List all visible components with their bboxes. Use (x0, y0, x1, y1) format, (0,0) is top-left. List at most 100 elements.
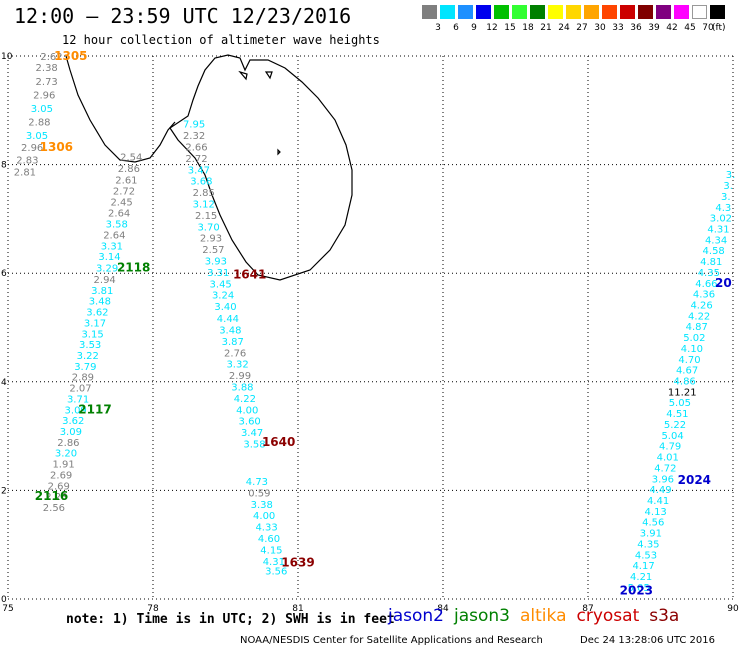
color-swatch-label: 33 (612, 23, 624, 33)
coast-island-1 (238, 70, 248, 81)
wave-height-value: 2.62 (40, 52, 62, 63)
wave-height-value: 4.58 (703, 246, 725, 257)
pass-time-label: 2116 (35, 489, 68, 503)
latitude-tick-label: 6 (1, 269, 7, 279)
wave-height-value: 2.72 (185, 154, 207, 165)
latitude-tick-label: 2 (1, 486, 7, 496)
map-subtitle: 12 hour collection of altimeter wave hei… (62, 33, 380, 47)
longitude-tick-label: 75 (2, 604, 13, 614)
wave-height-value: 2.45 (110, 197, 132, 208)
wave-height-value: 2.38 (36, 63, 58, 74)
color-swatch-label: 24 (558, 23, 570, 33)
wave-height-value: 2.96 (21, 143, 43, 154)
wave-height-value: 4.00 (253, 511, 275, 522)
wave-height-value: 2.61 (115, 176, 137, 187)
legend-mission-jason3: jason3 (454, 606, 510, 626)
wave-height-value: 2.57 (202, 245, 224, 256)
color-scale-unit: (ft) (712, 23, 726, 33)
wave-height-value: 2.64 (108, 209, 130, 220)
wave-height-value: 3.05 (31, 104, 53, 115)
wave-height-value: 5.22 (664, 420, 686, 431)
wave-height-value: 4.53 (635, 550, 657, 561)
wave-height-value: 2.07 (69, 384, 91, 395)
wave-height-value: 1.91 (52, 460, 74, 471)
wave-height-value: 4.01 (657, 453, 679, 464)
wave-height-value: 2.89 (72, 373, 94, 384)
wave-height-value: 3.91 (640, 529, 662, 540)
color-swatch-label: 70 (702, 23, 714, 33)
india-southern-tip-coast (65, 55, 176, 163)
wave-height-value: 3.62 (86, 308, 108, 319)
wave-height-value: 4.13 (645, 507, 667, 518)
wave-height-value: 4.35 (637, 539, 659, 550)
lat-lon-grid (7, 55, 734, 600)
wave-height-value: 3.02 (710, 214, 732, 225)
wave-height-value: 5.05 (628, 583, 650, 594)
wave-height-value: 2.85 (193, 188, 215, 199)
wave-height-value: 3.12 (193, 199, 215, 210)
color-swatch-label: 45 (684, 23, 696, 33)
color-swatch (638, 5, 653, 19)
latitude-tick-label: 4 (1, 378, 7, 388)
axis-tick-labels: 75 78 81 84 87 90 0 2 4 6 8 10 (1, 52, 739, 614)
wave-height-value: 3. (726, 170, 736, 181)
color-swatch (674, 5, 689, 19)
legend-mission-jason2: jason2 (388, 606, 444, 626)
wave-height-value: 4.36 (693, 290, 715, 301)
wave-height-value: 2.93 (200, 234, 222, 245)
longitude-tick-label: 87 (582, 604, 593, 614)
coast-island-3 (277, 148, 281, 156)
wave-height-value: 5.05 (669, 398, 691, 409)
pass-time-label: 1641 (233, 268, 266, 282)
wave-height-value: 2.86 (118, 164, 140, 175)
color-swatch-label: 42 (666, 23, 678, 33)
sri-lanka-coast (169, 54, 353, 281)
wave-height-value: 2.23 (45, 492, 67, 503)
pass-time-label: 1640 (262, 435, 295, 449)
wave-height-value: 3.96 (652, 474, 674, 485)
wave-height-value: 3.58 (106, 220, 128, 231)
pass-time-label: 20 (715, 276, 732, 290)
color-swatch (656, 5, 671, 19)
wave-height-value: 4.34 (705, 235, 727, 246)
wave-height-value: 3.31 (207, 268, 229, 279)
wave-height-value: 4.21 (630, 572, 652, 583)
color-swatch-label: 18 (522, 23, 534, 33)
wave-height-value: 3.09 (65, 405, 87, 416)
wave-height-value: 4.41 (647, 496, 669, 507)
color-swatch-label: 36 (630, 23, 642, 33)
wave-height-value: 3.53 (79, 340, 101, 351)
color-swatch (620, 5, 635, 19)
wave-height-value: 3.79 (74, 362, 96, 373)
color-swatch (692, 5, 707, 19)
wave-height-value: 3.68 (190, 177, 212, 188)
wave-height-value: 4.33 (255, 523, 277, 534)
wave-height-value: 3.32 (226, 360, 248, 371)
wave-height-value: 4.66 (695, 279, 717, 290)
wave-height-value: 3.48 (89, 297, 111, 308)
wave-height-value: 4.56 (642, 518, 664, 529)
wave-height-value: 3.20 (55, 449, 77, 460)
color-swatch (584, 5, 599, 19)
wave-height-value: 4.51 (666, 409, 688, 420)
wave-height-value: 5.04 (661, 431, 683, 442)
wave-height-value: 3.05 (26, 131, 48, 142)
credit-line: NOAA/NESDIS Center for Satellite Applica… (240, 635, 543, 646)
wave-height-value: 4.79 (659, 442, 681, 453)
wave-height-value: 4.49 (649, 485, 671, 496)
wave-height-value: 3.40 (214, 302, 236, 313)
wave-height-value: 2.69 (50, 470, 72, 481)
altimeter-tracks: 2.622.382.732.963.052.883.0513052.962.83… (14, 49, 736, 598)
wave-height-value: 3.14 (98, 252, 120, 263)
wave-height-value: 2.96 (33, 90, 55, 101)
wave-height-value: 7.95 (183, 120, 205, 131)
wave-height-value: 2.94 (94, 275, 116, 286)
created-timestamp: Dec 24 13:28:06 UTC 2016 (580, 635, 715, 646)
wave-height-value: 3.88 (231, 382, 253, 393)
wave-height-value: 3.48 (219, 325, 241, 336)
wave-height-value: 3. (721, 192, 731, 203)
wave-height-value: 3.24 (212, 291, 234, 302)
color-swatch-label: 6 (453, 23, 459, 33)
wave-height-value: 3.62 (62, 416, 84, 427)
wave-height-value: 2.72 (113, 186, 135, 197)
